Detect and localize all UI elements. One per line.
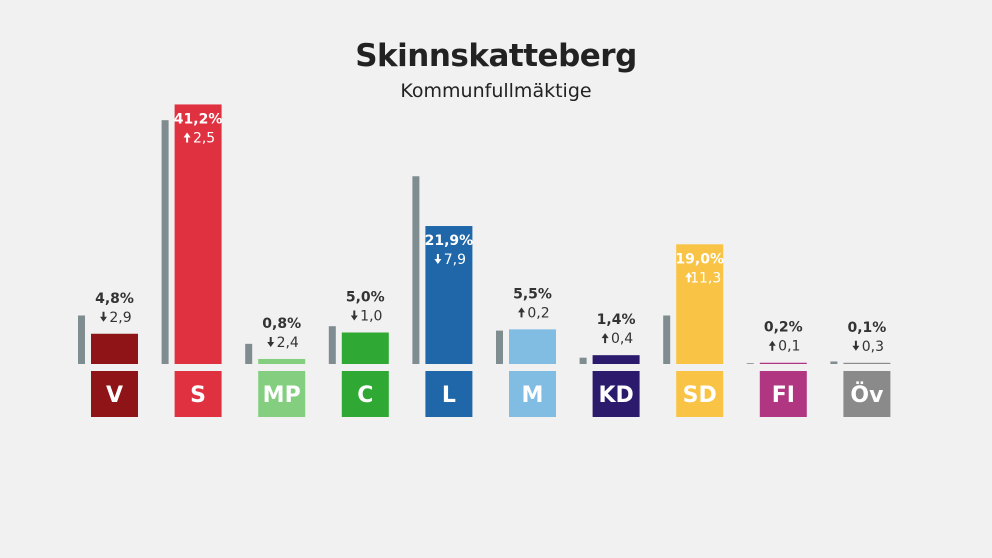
change-label-kd: 0,4 [611,331,633,347]
change-arrow-kd-icon [601,333,609,344]
current-bar-öv [843,362,891,364]
change-arrow-m-icon [518,307,525,318]
party-box-mp [258,371,306,417]
change-arrow-c-icon [350,310,358,321]
previous-bar-sd [663,315,671,364]
value-label-öv: 0,1% [847,320,886,336]
value-label-mp: 0,8% [262,316,301,332]
party-label-mp: MP [263,383,301,408]
party-box-fi [759,371,807,417]
current-bar-mp [258,358,306,364]
current-bar-m [509,329,556,364]
change-label-s: 2,5 [193,130,215,146]
previous-bar-c [328,326,336,364]
party-label-c: C [357,383,373,408]
change-label-sd: 11,3 [690,270,721,286]
value-label-c: 5,0% [346,290,385,306]
change-arrow-v-icon [100,311,107,322]
value-label-sd: 19,0% [675,251,724,267]
change-arrow-öv-icon [852,340,860,351]
current-bar-fi [759,362,807,364]
party-box-m [509,371,556,417]
party-box-öv [843,371,891,417]
previous-bar-v [78,315,85,364]
change-arrow-mp-icon [267,336,275,347]
chart-title: Skinnskatteberg [355,38,637,74]
value-label-v: 4,8% [95,291,134,307]
current-bar-l [425,226,473,364]
party-box-sd [676,371,724,417]
party-box-l [425,371,473,417]
previous-bar-m [496,330,503,364]
party-box-kd [592,371,640,417]
chart-subtitle: Kommunfullmäktige [400,80,592,102]
change-arrow-l-icon [434,254,442,265]
value-label-m: 5,5% [513,286,552,302]
party-label-v: V [106,383,123,408]
party-label-m: M [522,383,544,408]
change-arrow-s-icon [183,132,191,143]
change-arrow-fi-icon [768,340,776,351]
current-bar-kd [592,355,640,364]
party-box-c [341,371,389,417]
previous-bar-s [161,120,169,364]
party-label-l: L [442,383,456,408]
previous-bar-l [412,176,420,364]
party-label-öv: Öv [850,382,884,408]
change-label-l: 7,9 [444,252,466,268]
value-label-fi: 0,2% [764,320,803,336]
previous-bar-kd [579,357,587,364]
current-bar-v [91,333,138,364]
value-label-l: 21,9% [425,233,474,249]
value-label-s: 41,2% [174,111,223,127]
current-bar-c [341,332,389,364]
party-box-v [91,371,138,417]
party-label-sd: SD [683,383,717,408]
party-label-kd: KD [598,383,633,408]
value-label-kd: 1,4% [597,312,636,328]
current-bar-s [174,104,222,364]
change-label-mp: 2,4 [277,335,299,351]
previous-bar-mp [245,343,253,364]
party-box-s [174,371,222,417]
change-label-fi: 0,1 [778,339,800,355]
change-label-öv: 0,3 [862,339,884,355]
change-arrow-sd-icon [685,272,693,283]
change-label-c: 1,0 [360,309,382,325]
change-label-m: 0,2 [527,305,549,321]
change-label-v: 2,9 [109,310,131,326]
party-label-fi: FI [772,383,795,408]
previous-bar-öv [830,361,838,364]
previous-bar-fi [746,363,754,364]
party-label-s: S [190,383,206,408]
current-bar-sd [676,244,724,364]
